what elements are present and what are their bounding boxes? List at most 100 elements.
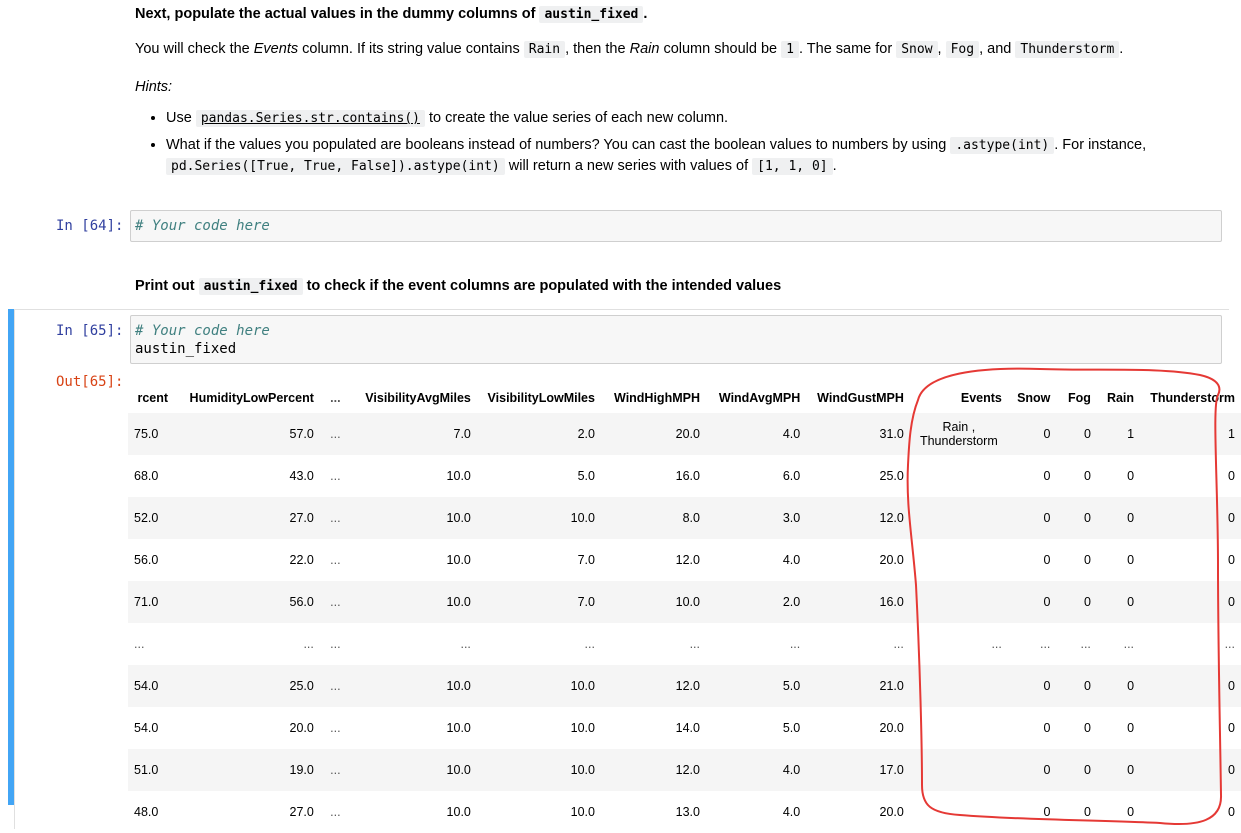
table-cell: 0 bbox=[1096, 581, 1141, 623]
table-cell: 0 bbox=[1043, 553, 1051, 567]
table-cell: 6.0 bbox=[782, 469, 801, 483]
table-cell: 2.0 bbox=[705, 581, 807, 623]
table-cell: 52.0 bbox=[128, 497, 175, 539]
table-cell: 10.0 bbox=[570, 721, 595, 735]
table-cell: ... bbox=[330, 469, 341, 483]
table-cell: 8.0 bbox=[600, 497, 706, 539]
column-header: rcent bbox=[137, 391, 169, 405]
table-cell bbox=[909, 581, 1008, 623]
doc-link[interactable]: pandas.Series.str.contains() bbox=[195, 110, 425, 127]
markdown-heading-print: Print out austin_fixed to check if the e… bbox=[135, 278, 782, 295]
table-cell bbox=[909, 749, 1008, 791]
table-cell: 10.0 bbox=[346, 581, 477, 623]
column-header: WindHighMPH bbox=[614, 391, 700, 405]
table-cell: 0 bbox=[1228, 721, 1235, 735]
inline-code: pd.Series([True, True, False]).astype(in… bbox=[166, 158, 505, 175]
table-cell: 10.0 bbox=[446, 805, 471, 819]
table-cell: 57.0 bbox=[174, 413, 320, 455]
table-row: 68.0 43.0... 10.0 5.0 16.0 6.0 25.0 0 0 0 0 bbox=[128, 455, 1241, 497]
input-prompt: In [65]: bbox=[56, 323, 124, 339]
inline-code: Snow bbox=[896, 41, 938, 58]
table-cell: 7.0 bbox=[346, 413, 477, 455]
table-cell: 10.0 bbox=[446, 721, 471, 735]
inline-code: Fog bbox=[945, 41, 980, 58]
table-cell: 43.0 bbox=[289, 469, 314, 483]
table-cell: ... bbox=[991, 637, 1002, 651]
table-cell: 51.0 bbox=[128, 749, 175, 791]
table-cell: 1 bbox=[1140, 413, 1241, 455]
column-header: WindGustMPH bbox=[817, 391, 904, 405]
table-cell: ... bbox=[1039, 637, 1051, 651]
table-cell: 0 bbox=[1056, 665, 1097, 707]
selected-cell-frame bbox=[14, 309, 1229, 829]
table-cell: ... bbox=[330, 805, 341, 819]
table-cell: 0 bbox=[1140, 581, 1241, 623]
inline-code: austin_fixed bbox=[539, 6, 644, 23]
table-cell: ... bbox=[789, 637, 801, 651]
output-prompt: Out[65]: bbox=[56, 374, 124, 390]
table-cell: 4.0 bbox=[705, 413, 807, 455]
column-header: VisibilityAvgMiles bbox=[365, 391, 471, 405]
table-row: ....................................... bbox=[128, 623, 1241, 665]
table-cell: Rain , Thunderstorm bbox=[909, 413, 1008, 455]
table-cell: 48.0 bbox=[134, 805, 159, 819]
table-cell: 12.0 bbox=[675, 553, 700, 567]
code-comment: # Your code here bbox=[135, 323, 270, 339]
column-header: Fog bbox=[1067, 391, 1091, 405]
table-row: 54.0 25.0... 10.0 10.0 12.0 5.0 21.0 0 0 0 0 bbox=[128, 665, 1241, 707]
table-cell: 0 bbox=[1228, 805, 1235, 819]
table-cell bbox=[910, 707, 1008, 749]
table-cell: 54.0 bbox=[134, 721, 159, 735]
column-header: Snow bbox=[1017, 391, 1051, 405]
table-cell: 12.0 bbox=[806, 497, 910, 539]
code-input-cell-65[interactable]: # Your code here austin_fixed bbox=[130, 315, 1222, 364]
table-cell: 0 bbox=[1056, 581, 1097, 623]
table-cell: ... bbox=[330, 553, 341, 567]
table-cell: ... bbox=[460, 637, 471, 651]
table-cell: 22.0 bbox=[289, 553, 314, 567]
inline-code: 1 bbox=[781, 41, 799, 58]
table-cell: 0 bbox=[1083, 805, 1091, 819]
table-cell: ... bbox=[1080, 637, 1091, 651]
hint-list: Use pandas.Series.str.contains() to crea… bbox=[148, 108, 1241, 183]
table-cell: 0 bbox=[1007, 497, 1057, 539]
table-cell: ... bbox=[134, 637, 145, 651]
table-cell: 16.0 bbox=[675, 469, 700, 483]
table-cell: 10.0 bbox=[446, 553, 471, 567]
table-cell: 0 bbox=[1096, 665, 1141, 707]
table-cell: ... bbox=[1123, 637, 1135, 651]
column-header: Rain bbox=[1106, 391, 1135, 405]
dataframe-header-row: rcent HumidityLowPercent... VisibilityAvgM… bbox=[128, 383, 1241, 413]
table-cell: 0 bbox=[1043, 721, 1051, 735]
table-cell: 12.0 bbox=[600, 665, 706, 707]
table-cell: 0 bbox=[1007, 581, 1057, 623]
table-cell: 0 bbox=[1228, 553, 1235, 567]
table-cell: 19.0 bbox=[174, 749, 320, 791]
table-cell: 75.0 bbox=[128, 413, 175, 455]
table-cell: 5.0 bbox=[782, 721, 801, 735]
table-cell: 10.0 bbox=[600, 581, 706, 623]
table-cell: ... bbox=[319, 413, 347, 455]
table-cell: 0 bbox=[1096, 749, 1141, 791]
table-cell: 27.0 bbox=[174, 497, 320, 539]
table-cell: 10.0 bbox=[446, 469, 471, 483]
table-cell: 0 bbox=[1127, 469, 1135, 483]
inline-code: [1, 1, 0] bbox=[752, 158, 833, 175]
table-cell: 2.0 bbox=[476, 413, 601, 455]
table-cell: 16.0 bbox=[806, 581, 910, 623]
hint-item: Use pandas.Series.str.contains() to crea… bbox=[166, 108, 1241, 129]
table-cell bbox=[910, 455, 1008, 497]
table-cell: 1 bbox=[1096, 413, 1141, 455]
table-cell: 0 bbox=[1007, 749, 1057, 791]
table-row: 51.0 19.0... 10.0 10.0 12.0 4.0 17.0 0 0 0 0 bbox=[128, 749, 1241, 791]
table-cell: 0 bbox=[1083, 469, 1091, 483]
table-cell: 0 bbox=[1083, 553, 1091, 567]
table-cell: 71.0 bbox=[128, 581, 175, 623]
table-cell: 0 bbox=[1007, 413, 1057, 455]
inline-code: Rain bbox=[523, 41, 566, 58]
table-cell: 0 bbox=[1007, 665, 1057, 707]
code-input-cell-64[interactable]: # Your code here bbox=[130, 210, 1222, 242]
column-header: ... bbox=[330, 391, 341, 405]
table-cell: 27.0 bbox=[289, 805, 314, 819]
table-row: 71.0 56.0... 10.0 7.0 10.0 2.0 16.0 0 0 0 0 bbox=[128, 581, 1241, 623]
